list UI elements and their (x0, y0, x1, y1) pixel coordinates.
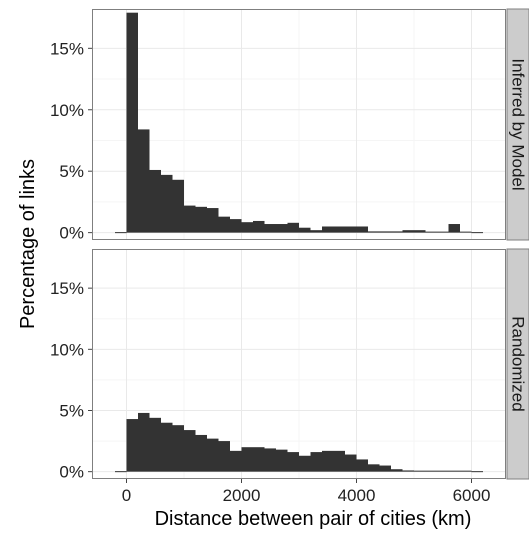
y-axis-title: Percentage of links (17, 159, 39, 329)
x-tick-label: 6000 (453, 486, 491, 505)
histogram-bar (126, 419, 138, 472)
histogram-bar (195, 434, 207, 472)
x-axis: 0 2000 4000 6000 (122, 479, 491, 505)
histogram-bar (138, 412, 150, 472)
panel-border (92, 249, 506, 479)
histogram-bar (299, 455, 311, 472)
y-tick-label: 10% (50, 340, 84, 359)
histogram-bar (310, 452, 322, 472)
histogram-bar (402, 230, 414, 233)
histogram-bar (414, 230, 426, 233)
histogram-bar (184, 205, 196, 233)
y-tick-label: 10% (50, 101, 84, 120)
histogram-bar (356, 226, 368, 233)
histogram-bar (207, 438, 219, 472)
histogram-bar (460, 231, 472, 233)
histogram-bar (287, 222, 299, 233)
histogram-bar (264, 224, 276, 233)
facet-panels: 0% 5% 10% 15% Inferred by Model 0% 5% 10% 15% Ran… (50, 8, 529, 482)
histogram-bar (379, 231, 391, 233)
histogram-bar (241, 222, 253, 233)
histogram-bar (448, 470, 460, 472)
facet-panel-2: 0% 5% 10% 15% Randomized (50, 248, 529, 482)
histogram-bar (218, 441, 230, 472)
histogram-bar (460, 470, 472, 472)
histogram-bar (184, 430, 196, 472)
histogram-bar (253, 447, 265, 472)
histogram-bar (195, 206, 207, 233)
histogram-bar (161, 174, 173, 233)
histogram-bar (425, 231, 437, 233)
histogram-bar (230, 219, 242, 233)
histogram-bar (437, 470, 449, 472)
histogram-bar (379, 465, 391, 472)
histogram-bar (299, 227, 311, 233)
histogram-bar (425, 470, 437, 472)
y-tick-label: 15% (50, 279, 84, 298)
histogram-bar (207, 208, 219, 233)
y-tick-label: 0% (59, 463, 84, 482)
histogram-bar (322, 450, 334, 472)
histogram-bar (368, 231, 380, 233)
histogram-bar (161, 422, 173, 472)
histogram-bar (264, 448, 276, 472)
y-tick-label: 15% (50, 39, 84, 58)
facet-panel-1: 0% 5% 10% 15% Inferred by Model (50, 8, 529, 243)
histogram-bar (414, 470, 426, 472)
histogram-bar (368, 464, 380, 472)
histogram-bar (253, 220, 265, 233)
histogram-bar (218, 216, 230, 233)
facet-strip-label: Randomized (509, 316, 528, 411)
histogram-bar (149, 169, 161, 233)
x-tick-label: 2000 (223, 486, 261, 505)
histogram-bar (149, 417, 161, 472)
histogram-bar (448, 224, 460, 233)
x-axis-title: Distance between pair of cities (km) (155, 508, 472, 530)
histogram-bar (276, 224, 288, 233)
histogram-bar (276, 449, 288, 472)
x-tick-label: 4000 (338, 486, 376, 505)
histogram-bar (437, 231, 449, 233)
panel-border (92, 9, 506, 240)
x-tick-label: 0 (122, 486, 131, 505)
y-tick-label: 0% (59, 224, 84, 243)
histogram-bar (402, 470, 414, 472)
histogram-bar (345, 454, 357, 472)
histogram-bar (345, 226, 357, 233)
facet-strip-label: Inferred by Model (509, 58, 528, 190)
histogram-bar (287, 452, 299, 472)
histogram-bar (126, 12, 138, 233)
histogram-bar (391, 469, 403, 472)
histogram-bar (333, 226, 345, 233)
histogram-bar (172, 179, 184, 233)
histogram-bar (322, 226, 334, 233)
histogram-bar (391, 231, 403, 233)
histogram-bar (310, 230, 322, 233)
y-tick-label: 5% (59, 401, 84, 420)
facet-strip (506, 248, 529, 480)
histogram-bar (138, 129, 150, 233)
y-tick-label: 5% (59, 162, 84, 181)
histogram-bar (172, 425, 184, 472)
histogram-bar (356, 459, 368, 472)
facet-strip (506, 8, 529, 241)
histogram-bar (333, 450, 345, 472)
histogram-bar (241, 447, 253, 472)
histogram-bar (230, 450, 242, 472)
